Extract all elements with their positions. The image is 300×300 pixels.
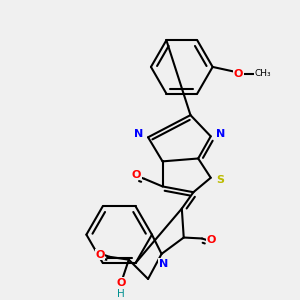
Text: O: O [207, 236, 216, 245]
Text: CH₃: CH₃ [254, 69, 271, 78]
Text: N: N [216, 129, 225, 140]
Text: O: O [132, 170, 141, 180]
Text: N: N [134, 129, 143, 140]
Text: O: O [234, 69, 243, 79]
Text: S: S [216, 175, 224, 185]
Text: O: O [116, 278, 126, 288]
Text: O: O [95, 250, 105, 260]
Text: N: N [159, 259, 168, 269]
Text: H: H [117, 290, 125, 299]
